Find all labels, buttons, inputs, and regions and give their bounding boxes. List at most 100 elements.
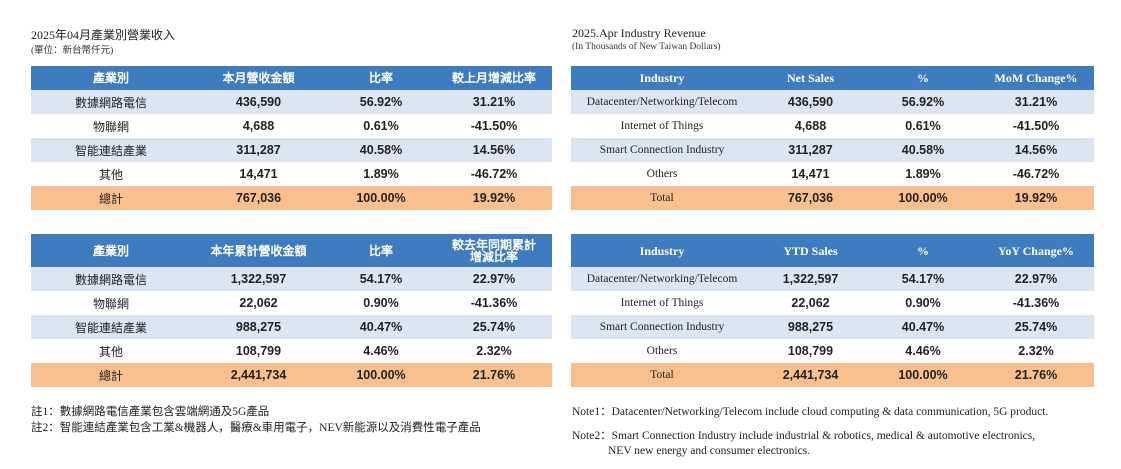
table-total-row: 總計 767,036 100.00% 19.92%: [31, 186, 552, 210]
header-ratio: 比率: [326, 234, 436, 267]
change-cell: 22.97%: [436, 267, 552, 291]
industry-cell: Datacenter/Networking/Telecom: [571, 267, 753, 291]
change-cell: 31.21%: [978, 90, 1094, 114]
ratio-cell: 0.61%: [326, 114, 436, 138]
en-unit-label: (In Thousands of New Taiwan Dollars): [572, 42, 721, 52]
header-ytd-sales: 本年累計營收金額: [191, 234, 326, 267]
change-cell: 31.21%: [436, 90, 552, 114]
ratio-cell: 0.90%: [868, 291, 978, 315]
industry-cell: 數據網路電信: [31, 267, 191, 291]
change-cell: 2.32%: [978, 339, 1094, 363]
industry-cell: 數據網路電信: [31, 90, 191, 114]
change-cell: 25.74%: [436, 315, 552, 339]
industry-cell: 智能連結產業: [31, 138, 191, 162]
ratio-cell: 1.89%: [326, 162, 436, 186]
table-row: Smart Connection Industry 988,275 40.47%…: [571, 315, 1094, 339]
table-row: 其他 108,799 4.46% 2.32%: [31, 339, 552, 363]
industry-cell: Smart Connection Industry: [571, 315, 753, 339]
total-change-cell: 21.76%: [436, 363, 552, 387]
cn-monthly-revenue-table: 產業別 本月營收金額 比率 較上月增減比率 數據網路電信 436,590 56.…: [31, 66, 552, 210]
industry-cell: Datacenter/Networking/Telecom: [571, 90, 753, 114]
en-monthly-revenue-table: Industry Net Sales % MoM Change% Datacen…: [571, 66, 1094, 210]
en-note-2: Note2：Smart Connection Industry include …: [572, 430, 1036, 442]
total-ratio-cell: 100.00%: [868, 363, 978, 387]
cn-report-title: 2025年04月產業別營業收入: [31, 28, 176, 42]
ratio-cell: 1.89%: [868, 162, 978, 186]
ratio-cell: 40.58%: [326, 138, 436, 162]
total-ratio-cell: 100.00%: [326, 186, 436, 210]
header-mom-change: MoM Change%: [978, 66, 1094, 90]
industry-cell: Others: [571, 339, 753, 363]
change-cell: 14.56%: [978, 138, 1094, 162]
sales-cell: 311,287: [753, 138, 868, 162]
table-row: Smart Connection Industry 311,287 40.58%…: [571, 138, 1094, 162]
header-change: 較上月增減比率: [436, 66, 552, 90]
industry-cell: Internet of Things: [571, 114, 753, 138]
total-sales-cell: 767,036: [753, 186, 868, 210]
industry-cell: 物聯網: [31, 291, 191, 315]
change-cell: -41.36%: [436, 291, 552, 315]
sales-cell: 311,287: [191, 138, 326, 162]
sales-cell: 988,275: [191, 315, 326, 339]
header-industry: Industry: [571, 66, 753, 90]
industry-cell: 物聯網: [31, 114, 191, 138]
table-row: 智能連結產業 311,287 40.58% 14.56%: [31, 138, 552, 162]
header-yoy-change: YoY Change%: [978, 234, 1094, 267]
header-percent: %: [868, 234, 978, 267]
sales-cell: 108,799: [753, 339, 868, 363]
industry-cell: Internet of Things: [571, 291, 753, 315]
cn-note-2: 註2：智能連結產業包含工業&機器人，醫療&車用電子，NEV新能源以及消費性電子產…: [31, 422, 481, 434]
sales-cell: 436,590: [753, 90, 868, 114]
industry-cell: Others: [571, 162, 753, 186]
sales-cell: 14,471: [191, 162, 326, 186]
industry-cell: Smart Connection Industry: [571, 138, 753, 162]
ratio-cell: 40.47%: [326, 315, 436, 339]
table-total-row: Total 2,441,734 100.00% 21.76%: [571, 363, 1094, 387]
total-change-cell: 19.92%: [436, 186, 552, 210]
ratio-cell: 0.90%: [326, 291, 436, 315]
total-ratio-cell: 100.00%: [868, 186, 978, 210]
sales-cell: 4,688: [191, 114, 326, 138]
ratio-cell: 40.47%: [868, 315, 978, 339]
total-sales-cell: 2,441,734: [191, 363, 326, 387]
total-change-cell: 21.76%: [978, 363, 1094, 387]
total-label-cell: 總計: [31, 186, 191, 210]
table-row: 數據網路電信 436,590 56.92% 31.21%: [31, 90, 552, 114]
header-industry: 產業別: [31, 66, 191, 90]
table-row: Internet of Things 22,062 0.90% -41.36%: [571, 291, 1094, 315]
sales-cell: 1,322,597: [191, 267, 326, 291]
table-row: 其他 14,471 1.89% -46.72%: [31, 162, 552, 186]
sales-cell: 436,590: [191, 90, 326, 114]
ratio-cell: 54.17%: [868, 267, 978, 291]
change-cell: 2.32%: [436, 339, 552, 363]
en-report-title: 2025.Apr Industry Revenue: [572, 26, 706, 40]
sales-cell: 22,062: [753, 291, 868, 315]
total-sales-cell: 2,441,734: [753, 363, 868, 387]
change-cell: -41.36%: [978, 291, 1094, 315]
table-row: Others 14,471 1.89% -46.72%: [571, 162, 1094, 186]
table-header-row: 產業別 本年累計營收金額 比率 較去年同期累計 增減比率: [31, 234, 552, 267]
ratio-cell: 0.61%: [868, 114, 978, 138]
sales-cell: 1,322,597: [753, 267, 868, 291]
en-note-1: Note1：Datacenter/Networking/Telecom incl…: [572, 406, 1049, 418]
table-row: Datacenter/Networking/Telecom 436,590 56…: [571, 90, 1094, 114]
cn-note-1: 註1：數據網路電信產業包含雲端網通及5G產品: [31, 406, 270, 418]
change-cell: -41.50%: [436, 114, 552, 138]
table-header-row: Industry Net Sales % MoM Change%: [571, 66, 1094, 90]
change-cell: -46.72%: [436, 162, 552, 186]
industry-cell: 智能連結產業: [31, 315, 191, 339]
table-row: 物聯網 4,688 0.61% -41.50%: [31, 114, 552, 138]
table-header-row: 產業別 本月營收金額 比率 較上月增減比率: [31, 66, 552, 90]
ratio-cell: 56.92%: [326, 90, 436, 114]
total-ratio-cell: 100.00%: [326, 363, 436, 387]
ratio-cell: 54.17%: [326, 267, 436, 291]
total-label-cell: Total: [571, 186, 753, 210]
industry-cell: 其他: [31, 339, 191, 363]
ratio-cell: 40.58%: [868, 138, 978, 162]
header-yoy-change: 較去年同期累計 增減比率: [436, 234, 552, 267]
header-percent: %: [868, 66, 978, 90]
header-industry: Industry: [571, 234, 753, 267]
table-row: 物聯網 22,062 0.90% -41.36%: [31, 291, 552, 315]
ratio-cell: 56.92%: [868, 90, 978, 114]
header-industry: 產業別: [31, 234, 191, 267]
